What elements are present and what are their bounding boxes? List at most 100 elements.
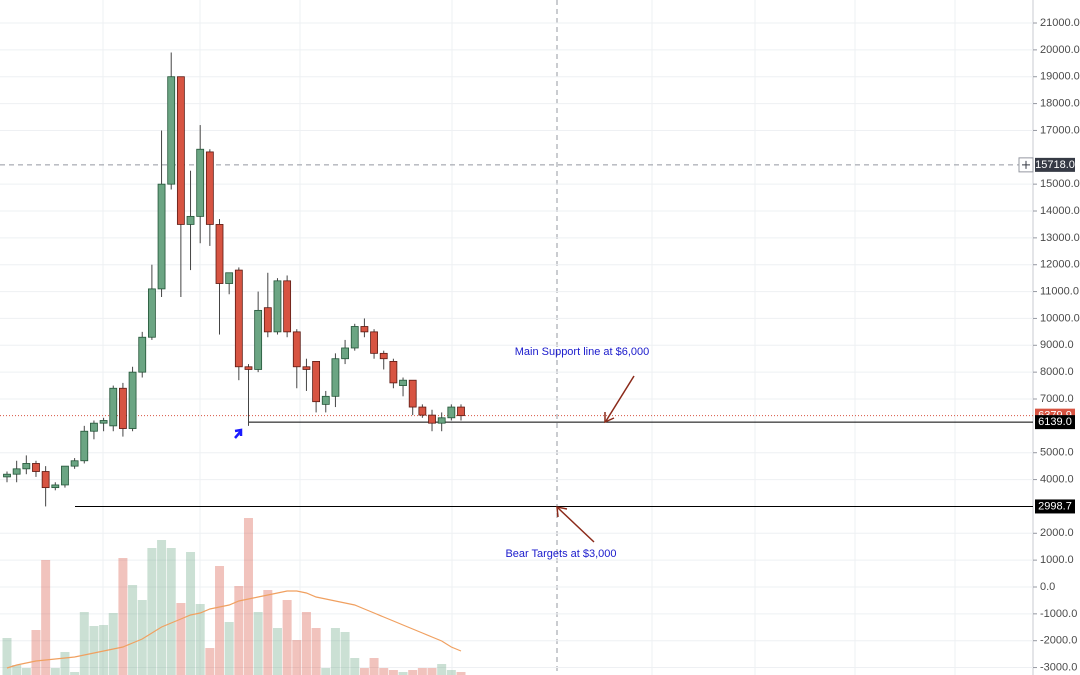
y-tick-label: 10000.0 bbox=[1040, 312, 1080, 324]
candle-body bbox=[389, 361, 398, 384]
candle-body bbox=[418, 406, 427, 416]
price-label: 15718.0 bbox=[1035, 159, 1075, 171]
candle-body bbox=[350, 326, 359, 349]
candle-body bbox=[128, 371, 137, 429]
candle-body bbox=[234, 269, 243, 368]
candle-body bbox=[370, 331, 378, 354]
volume-bar bbox=[108, 613, 118, 675]
volume-bar bbox=[2, 638, 12, 675]
volume-bar bbox=[89, 626, 99, 675]
volume-bar bbox=[243, 518, 253, 675]
volume-bar bbox=[253, 612, 263, 675]
candle-body bbox=[254, 309, 263, 370]
y-tick-label: 15000.0 bbox=[1040, 178, 1080, 190]
crosshair-plus bbox=[1022, 160, 1030, 169]
arrows bbox=[556, 375, 635, 543]
y-tick-label: 18000.0 bbox=[1040, 97, 1080, 109]
candle-body bbox=[379, 352, 388, 360]
candle-body bbox=[157, 183, 166, 290]
y-tick-label: 1000.0 bbox=[1040, 554, 1074, 566]
candle-body bbox=[263, 307, 272, 333]
y-tick-label: -3000.0 bbox=[1040, 661, 1077, 673]
volume-bar bbox=[99, 625, 109, 675]
volume-bar bbox=[186, 552, 196, 675]
volume-ma bbox=[6, 590, 462, 669]
candle-body bbox=[41, 471, 50, 489]
price-label-box bbox=[1035, 415, 1075, 430]
y-tick-label: -1000.0 bbox=[1040, 608, 1077, 620]
candle-body bbox=[70, 460, 79, 467]
volume-bar bbox=[272, 628, 282, 675]
candle-body bbox=[447, 406, 456, 419]
volume-bar bbox=[31, 630, 41, 675]
price-label-box bbox=[1035, 499, 1075, 514]
y-tick-label: 19000.0 bbox=[1040, 71, 1080, 83]
price-label: 2998.7 bbox=[1038, 500, 1072, 512]
volume-bar bbox=[388, 670, 398, 675]
candle-body bbox=[205, 151, 214, 225]
volume-bar bbox=[292, 640, 302, 675]
y-tick-label: 0.0 bbox=[1040, 581, 1055, 593]
candle-body bbox=[437, 417, 446, 424]
volume-bar bbox=[224, 622, 234, 675]
volume-bar bbox=[50, 668, 60, 675]
y-tick-label: -2000.0 bbox=[1040, 635, 1077, 647]
annotation: Bear Targets at $3,000 bbox=[505, 548, 616, 560]
volume-bar bbox=[137, 600, 147, 675]
volume-bar bbox=[359, 668, 369, 675]
plot: 21000.0 20000.0 19000.0 18000.0 17000.0 15000… bbox=[0, 17, 1080, 675]
candle-body bbox=[51, 484, 60, 489]
candle-body bbox=[321, 395, 330, 405]
volume-bar bbox=[340, 632, 350, 675]
candle-body bbox=[283, 280, 292, 333]
volume-bar bbox=[282, 600, 292, 675]
candle-body bbox=[22, 463, 31, 470]
candle-body bbox=[302, 366, 311, 370]
volume-bar bbox=[157, 540, 167, 675]
candle-body bbox=[292, 331, 301, 368]
volume-bar bbox=[321, 668, 331, 675]
blue-arrow bbox=[234, 428, 243, 439]
volume-bar bbox=[437, 664, 447, 675]
candle-body bbox=[244, 366, 253, 370]
candle-body bbox=[312, 361, 321, 403]
volume-bar bbox=[176, 603, 186, 675]
price-label-box bbox=[1035, 157, 1075, 172]
volume-bar bbox=[446, 670, 456, 675]
candle-body bbox=[12, 468, 21, 475]
volume-bar bbox=[417, 668, 427, 675]
candle-body bbox=[80, 430, 89, 462]
candle-body bbox=[167, 76, 176, 185]
candle-body bbox=[457, 406, 465, 417]
volume-bar bbox=[311, 628, 321, 675]
volume-bar bbox=[70, 672, 80, 675]
candle-body bbox=[176, 76, 185, 225]
candle-body bbox=[196, 148, 205, 217]
candle-body bbox=[225, 272, 234, 284]
candle-body bbox=[186, 215, 195, 225]
y-tick-label: 5000.0 bbox=[1040, 447, 1074, 459]
y-tick-label: 17000.0 bbox=[1040, 124, 1080, 136]
volume-bar bbox=[427, 668, 437, 675]
volume-bar bbox=[118, 558, 128, 675]
y-tick-label: 4000.0 bbox=[1040, 473, 1074, 485]
candle-body bbox=[215, 224, 224, 284]
candle-body bbox=[61, 465, 69, 486]
y-tick-label: 20000.0 bbox=[1040, 44, 1080, 56]
volume-bar bbox=[398, 672, 408, 675]
volume-bar bbox=[263, 590, 273, 675]
volume-bar bbox=[195, 604, 205, 675]
candle-body bbox=[3, 473, 11, 478]
volume-bar bbox=[456, 672, 466, 675]
volume-bar bbox=[369, 658, 379, 675]
volume-bar bbox=[60, 652, 70, 675]
volume-bar bbox=[379, 668, 389, 675]
candle-body bbox=[360, 326, 369, 333]
arrow-head bbox=[234, 428, 243, 436]
price-label: 6139.0 bbox=[1038, 416, 1072, 428]
arrow-head bbox=[556, 506, 568, 518]
y-tick-label: 11000.0 bbox=[1040, 285, 1079, 297]
y-tick-label: 14000.0 bbox=[1040, 205, 1080, 217]
volume-bar bbox=[41, 560, 51, 675]
